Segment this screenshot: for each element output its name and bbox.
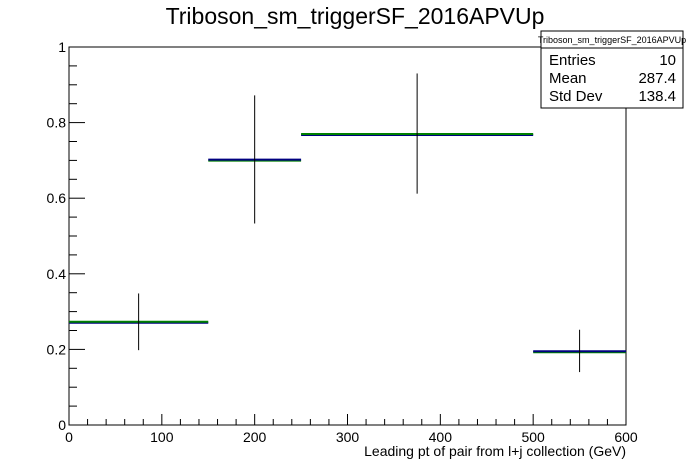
histogram-bin <box>208 95 302 224</box>
x-tick-label: 0 <box>65 429 73 445</box>
y-tick-label: 1 <box>58 39 66 55</box>
y-tick-label: 0.8 <box>47 115 67 131</box>
histogram-bin <box>301 73 534 194</box>
y-tick-label: 0.4 <box>47 266 67 282</box>
y-tick-label: 0.2 <box>47 341 67 357</box>
stats-box-title: Triboson_sm_triggerSF_2016APVUp <box>538 35 686 45</box>
stats-value: 138.4 <box>638 88 676 105</box>
chart-title: Triboson_sm_triggerSF_2016APVUp <box>166 3 545 29</box>
stats-box-border <box>540 30 684 109</box>
histogram-marks <box>69 73 626 373</box>
x-tick-label: 600 <box>614 429 638 445</box>
x-tick-label: 200 <box>243 429 267 445</box>
x-tick-label: 500 <box>521 429 545 445</box>
x-tick-label: 300 <box>336 429 360 445</box>
stats-label: Entries <box>549 52 596 69</box>
y-tick-label: 0.6 <box>47 190 67 206</box>
histogram-bin <box>533 329 626 373</box>
stats-label: Mean <box>549 70 587 87</box>
x-tick-label: 400 <box>429 429 453 445</box>
axis-ticks: 0 100 200 300 400 500 600 0 0.2 0.4 0.6 0.8 1 <box>47 39 638 445</box>
y-tick-label: 0 <box>58 417 66 433</box>
x-axis-label: Leading pt of pair from l+j collection (… <box>364 443 626 459</box>
x-tick-label: 100 <box>150 429 174 445</box>
stats-label: Std Dev <box>549 88 603 105</box>
stats-box: Triboson_sm_triggerSF_2016APVUp Entries 1… <box>538 30 686 109</box>
stats-value: 287.4 <box>638 70 676 87</box>
histogram-bin <box>69 293 209 351</box>
stats-value: 10 <box>659 52 676 69</box>
